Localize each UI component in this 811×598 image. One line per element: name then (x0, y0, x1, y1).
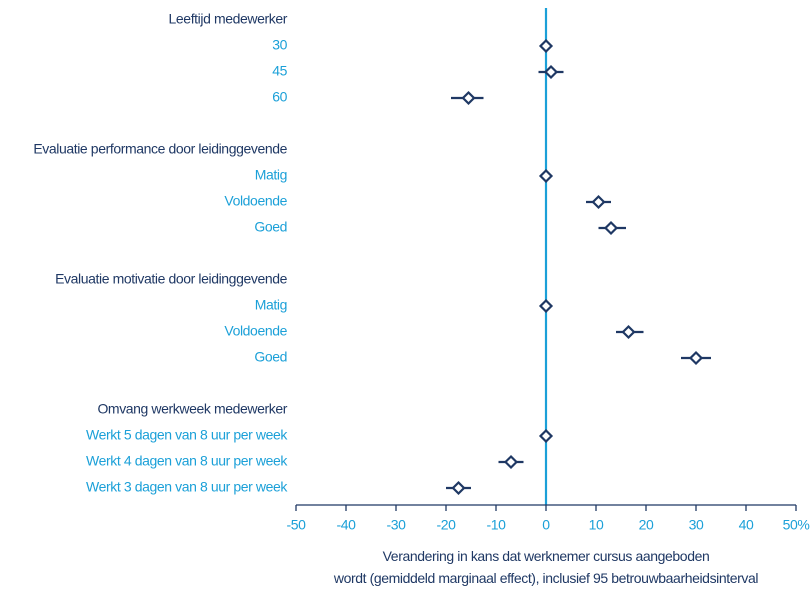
x-tick-label: -50 (286, 517, 306, 533)
row-label: Voldoende (224, 193, 287, 209)
row-label: Voldoende (224, 323, 287, 339)
group-header: Leeftijd medewerker (169, 11, 288, 27)
x-tick-label: 0 (542, 517, 550, 533)
row-label: Werkt 4 dagen van 8 uur per week (86, 453, 288, 469)
point-estimate-marker (538, 298, 554, 314)
row-label: Werkt 5 dagen van 8 uur per week (86, 427, 288, 443)
x-tick-label: -10 (486, 517, 506, 533)
x-tick-label: 50% (783, 517, 810, 533)
x-tick-label: 40 (739, 517, 754, 533)
row-label: 45 (272, 63, 287, 79)
row-label: Werkt 3 dagen van 8 uur per week (86, 479, 288, 495)
point-estimate-marker (591, 194, 606, 210)
x-axis-label-line-1: Verandering in kans dat werknemer cursus… (382, 548, 710, 564)
row-label: Goed (254, 219, 287, 235)
x-tick-label: -20 (436, 517, 456, 533)
point-estimate-marker (451, 480, 466, 496)
group-header: Evaluatie motivatie door leidinggevende (55, 271, 288, 287)
row-label: Matig (255, 167, 287, 183)
point-estimate-marker (543, 64, 559, 80)
row-label: 60 (272, 89, 287, 105)
row-label: Goed (254, 349, 287, 365)
point-estimate-marker (538, 38, 554, 54)
x-tick-label: 10 (589, 517, 604, 533)
row-label: 30 (272, 37, 287, 53)
point-estimate-marker (688, 350, 704, 366)
point-estimate-marker (503, 454, 519, 470)
x-axis-label-line-2: wordt (gemiddeld marginaal effect), incl… (333, 570, 759, 586)
point-estimate-marker (603, 220, 619, 236)
point-estimate-marker (538, 428, 554, 444)
group-header: Omvang werkweek medewerker (97, 401, 287, 417)
point-estimate-marker (621, 324, 636, 340)
group-header: Evaluatie performance door leidinggevend… (33, 141, 287, 157)
x-tick-label: -30 (386, 517, 406, 533)
x-tick-label: 30 (689, 517, 704, 533)
point-estimate-marker (538, 168, 554, 184)
x-tick-label: 20 (639, 517, 654, 533)
row-label: Matig (255, 297, 287, 313)
point-estimate-marker (461, 90, 476, 106)
x-tick-label: -40 (336, 517, 356, 533)
